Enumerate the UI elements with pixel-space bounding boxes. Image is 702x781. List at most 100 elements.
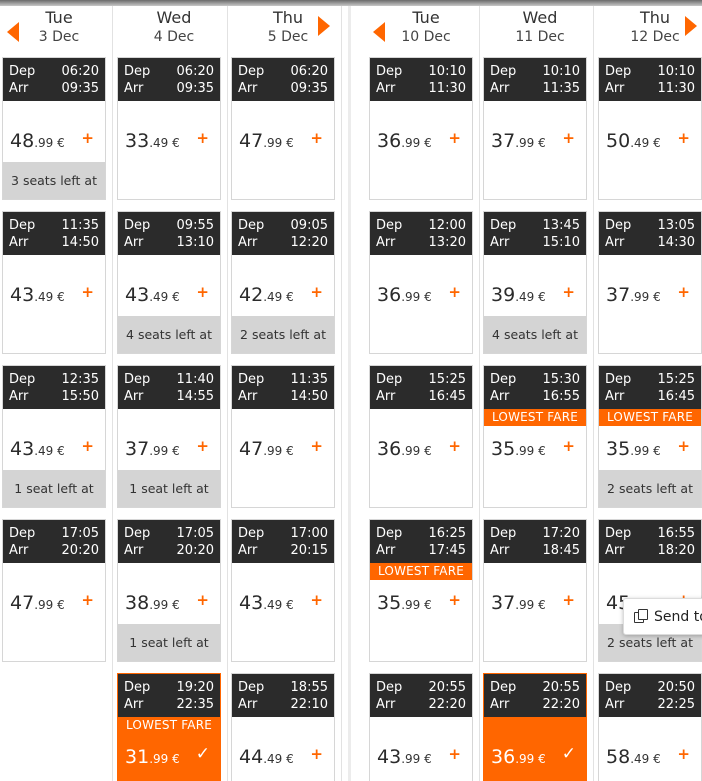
flight-times: Dep 06:20 Arr 09:35 xyxy=(3,58,105,101)
fare-price: 35.99 € xyxy=(606,438,661,460)
arrival-row: Arr 11:30 xyxy=(605,80,695,97)
departure-row: Dep 06:20 xyxy=(9,63,99,80)
dep-time: 11:35 xyxy=(61,218,99,233)
flight-card[interactable]: Dep 11:35 Arr 14:50 47.99 € + xyxy=(231,365,335,508)
next-week-arrow-icon[interactable] xyxy=(318,16,330,36)
select-fare-plus-icon[interactable]: + xyxy=(310,437,323,455)
flight-card[interactable]: Dep 06:20 Arr 09:35 48.99 € +3 seats left at xyxy=(2,57,106,200)
select-fare-plus-icon[interactable]: + xyxy=(677,745,690,763)
flight-card[interactable]: Dep 17:05 Arr 20:20 47.99 € + xyxy=(2,519,106,662)
column-divider xyxy=(227,6,228,781)
select-fare-plus-icon[interactable]: + xyxy=(562,591,575,609)
dep-label: Dep xyxy=(9,526,36,541)
select-fare-plus-icon[interactable]: + xyxy=(448,437,461,455)
flight-card[interactable]: Dep 10:10 Arr 11:35 37.99 € + xyxy=(483,57,587,200)
select-fare-plus-icon[interactable]: + xyxy=(196,437,209,455)
select-fare-plus-icon[interactable]: + xyxy=(448,745,461,763)
flight-card[interactable]: Dep 10:10 Arr 11:30 36.99 € + xyxy=(369,57,473,200)
previous-week-arrow-icon[interactable] xyxy=(7,22,19,42)
flight-card[interactable]: Dep 09:05 Arr 12:20 42.49 € +2 seats left at xyxy=(231,211,335,354)
flight-card[interactable]: Dep 12:35 Arr 15:50 43.49 € +1 seat left at xyxy=(2,365,106,508)
select-fare-plus-icon[interactable]: + xyxy=(310,283,323,301)
arrival-row: Arr 18:45 xyxy=(490,542,580,559)
departure-row: Dep 20:50 xyxy=(605,679,695,696)
select-fare-plus-icon[interactable]: + xyxy=(81,591,94,609)
price-whole: 50 xyxy=(606,130,631,152)
select-fare-plus-icon[interactable]: + xyxy=(310,745,323,763)
flight-card[interactable]: Dep 06:20 Arr 09:35 33.49 € + xyxy=(117,57,221,200)
flight-card[interactable]: Dep 11:35 Arr 14:50 43.49 € + xyxy=(2,211,106,354)
departure-row: Dep 06:20 xyxy=(124,63,214,80)
arrival-row: Arr 17:45 xyxy=(376,542,466,559)
select-fare-plus-icon[interactable]: + xyxy=(448,129,461,147)
select-fare-plus-icon[interactable]: + xyxy=(81,437,94,455)
flight-card[interactable]: Dep 18:55 Arr 22:10 44.49 € + xyxy=(231,673,335,781)
day-header[interactable]: Tue 10 Dec xyxy=(369,6,483,52)
previous-week-arrow-icon[interactable] xyxy=(373,22,385,42)
dep-label: Dep xyxy=(605,372,632,387)
column-divider xyxy=(593,6,594,781)
price-whole: 33 xyxy=(125,130,150,152)
select-fare-plus-icon[interactable]: + xyxy=(196,283,209,301)
flight-card[interactable]: Dep 17:20 Arr 18:45 37.99 € + xyxy=(483,519,587,662)
flight-card[interactable]: Dep 10:10 Arr 11:30 50.49 € + xyxy=(598,57,702,200)
price-whole: 31 xyxy=(125,746,150,768)
flight-card[interactable]: Dep 15:25 Arr 16:45 36.99 € + xyxy=(369,365,473,508)
flight-card[interactable]: Dep 15:30 Arr 16:55 LOWEST FARE 35.99 € + xyxy=(483,365,587,508)
flight-card[interactable]: Dep 20:55 Arr 22:20 36.99 € ✓ xyxy=(483,673,587,781)
select-fare-plus-icon[interactable]: + xyxy=(562,129,575,147)
flight-card[interactable]: Dep 20:50 Arr 22:25 58.49 € + xyxy=(598,673,702,781)
price-cents: .99 € xyxy=(401,444,432,458)
fare-price: 43.49 € xyxy=(125,284,180,306)
flight-card[interactable]: Dep 20:55 Arr 22:20 43.99 € + xyxy=(369,673,473,781)
arr-label: Arr xyxy=(376,543,396,558)
send-to-popup[interactable]: Send to xyxy=(623,598,702,635)
select-fare-plus-icon[interactable]: + xyxy=(562,283,575,301)
day-header[interactable]: Thu 12 Dec xyxy=(598,6,702,52)
select-fare-plus-icon[interactable]: + xyxy=(562,437,575,455)
select-fare-plus-icon[interactable]: + xyxy=(677,283,690,301)
day-header[interactable]: Tue 3 Dec xyxy=(2,6,116,52)
dep-label: Dep xyxy=(9,218,36,233)
flight-card[interactable]: Dep 15:25 Arr 16:45 LOWEST FARE 35.99 € +2 sea… xyxy=(598,365,702,508)
flight-card[interactable]: Dep 17:00 Arr 20:15 43.49 € + xyxy=(231,519,335,662)
flight-card[interactable]: Dep 16:25 Arr 17:45 LOWEST FARE 35.99 € + xyxy=(369,519,473,662)
select-fare-plus-icon[interactable]: + xyxy=(81,129,94,147)
arr-time: 18:20 xyxy=(657,543,695,558)
select-fare-plus-icon[interactable]: + xyxy=(448,283,461,301)
select-fare-plus-icon[interactable]: + xyxy=(196,591,209,609)
flight-card[interactable]: Dep 06:20 Arr 09:35 47.99 € + xyxy=(231,57,335,200)
flight-card[interactable]: Dep 11:40 Arr 14:55 37.99 € +1 seat left at xyxy=(117,365,221,508)
day-header[interactable]: Thu 5 Dec xyxy=(231,6,345,52)
select-fare-plus-icon[interactable]: + xyxy=(81,283,94,301)
dep-label: Dep xyxy=(490,680,517,695)
arr-label: Arr xyxy=(376,235,396,250)
flight-card[interactable]: Dep 12:00 Arr 13:20 36.99 € + xyxy=(369,211,473,354)
day-header[interactable]: Wed 11 Dec xyxy=(483,6,597,52)
selected-check-icon[interactable]: ✓ xyxy=(561,744,576,764)
flight-card[interactable]: Dep 09:55 Arr 13:10 43.49 € +4 seats left at xyxy=(117,211,221,354)
arr-label: Arr xyxy=(490,543,510,558)
departure-row: Dep 17:05 xyxy=(124,525,214,542)
arrival-row: Arr 22:10 xyxy=(238,696,328,713)
departure-row: Dep 09:05 xyxy=(238,217,328,234)
arrival-row: Arr 16:55 xyxy=(490,388,580,405)
select-fare-plus-icon[interactable]: + xyxy=(448,591,461,609)
price-whole: 47 xyxy=(10,592,35,614)
select-fare-plus-icon[interactable]: + xyxy=(196,129,209,147)
select-fare-plus-icon[interactable]: + xyxy=(677,437,690,455)
next-week-arrow-icon[interactable] xyxy=(685,16,697,36)
select-fare-plus-icon[interactable]: + xyxy=(310,129,323,147)
flight-card[interactable]: Dep 19:20 Arr 22:35 LOWEST FARE 31.99 € ✓ xyxy=(117,673,221,781)
dep-time: 20:50 xyxy=(657,680,695,695)
day-header[interactable]: Wed 4 Dec xyxy=(117,6,231,52)
selected-check-icon[interactable]: ✓ xyxy=(195,744,210,764)
flight-card[interactable]: Dep 13:05 Arr 14:30 37.99 € + xyxy=(598,211,702,354)
arrival-row: Arr 18:20 xyxy=(605,542,695,559)
flight-card[interactable]: Dep 17:05 Arr 20:20 38.99 € +1 seat left at xyxy=(117,519,221,662)
flight-card[interactable]: Dep 13:45 Arr 15:10 39.49 € +4 seats left at xyxy=(483,211,587,354)
arr-time: 16:45 xyxy=(657,389,695,404)
select-fare-plus-icon[interactable]: + xyxy=(310,591,323,609)
select-fare-plus-icon[interactable]: + xyxy=(677,129,690,147)
